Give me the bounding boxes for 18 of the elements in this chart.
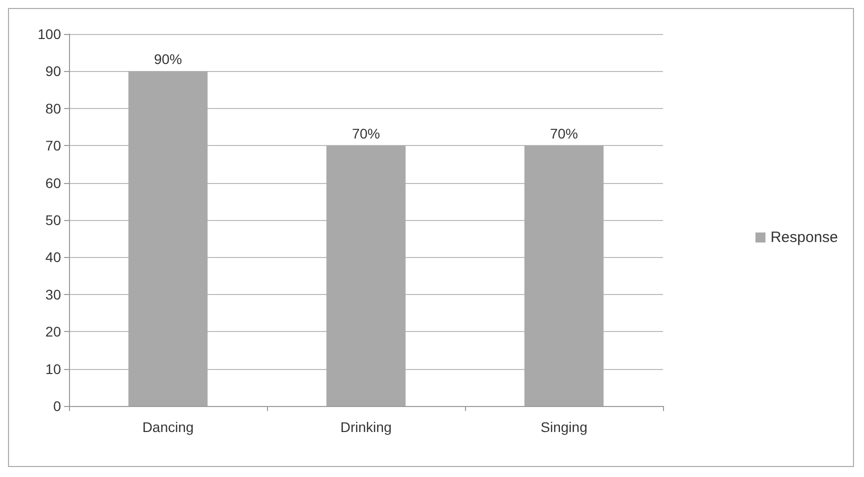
y-tick-label: 30 [45, 286, 62, 302]
y-tick-label: 40 [45, 249, 62, 266]
y-tick-label: 10 [45, 360, 62, 377]
y-tick-label: 80 [45, 100, 62, 116]
y-tick-label: 50 [45, 212, 62, 228]
y-tick-label: 60 [45, 174, 62, 191]
data-label: 90% [154, 51, 182, 68]
data-label: 70% [352, 126, 380, 142]
y-tick-label: 90 [45, 63, 62, 80]
y-tick-label: 0 [53, 398, 62, 414]
x-tick-label: Drinking [340, 419, 392, 435]
data-label: 70% [550, 126, 578, 142]
legend-label: Response [770, 229, 838, 246]
y-tick-label: 100 [38, 26, 62, 42]
x-tick-label: Singing [540, 419, 588, 435]
y-tick-label: 70 [45, 138, 62, 154]
y-tick-label: 20 [45, 324, 62, 340]
x-tick-label: Dancing [142, 419, 194, 435]
